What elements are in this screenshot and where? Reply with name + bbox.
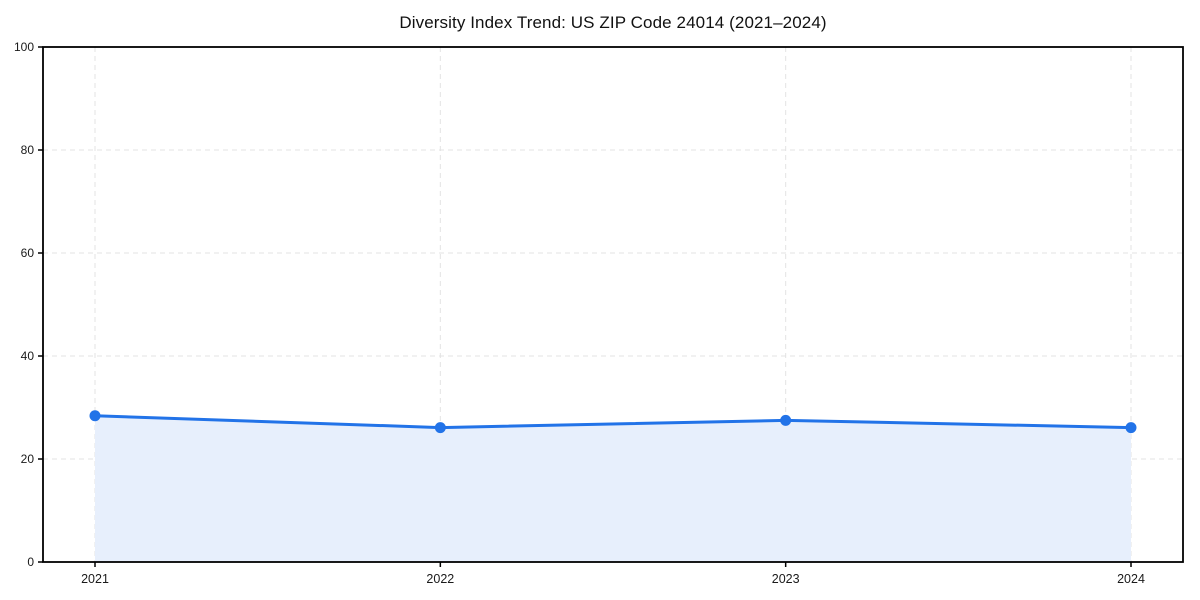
y-tick-label: 100: [14, 40, 34, 54]
series-line: [93, 414, 1133, 430]
x-tick-label: 2021: [81, 572, 109, 586]
y-tick-label: 80: [21, 143, 35, 157]
data-point-marker: [89, 410, 101, 422]
series-area-fill: [95, 415, 1131, 562]
chart-title: Diversity Index Trend: US ZIP Code 24014…: [399, 13, 827, 32]
y-tick-label: 0: [27, 555, 34, 569]
y-tick-label: 60: [21, 246, 35, 260]
plot-spines: [42, 46, 1184, 563]
data-point-marker: [1125, 422, 1137, 434]
x-tick-label: 2022: [426, 572, 454, 586]
x-tick-label: 2024: [1117, 572, 1145, 586]
x-tick-label: 2023: [772, 572, 800, 586]
data-point-marker: [434, 422, 446, 434]
y-tick-label: 40: [21, 349, 35, 363]
y-tick-label: 20: [21, 452, 35, 466]
data-point-marker: [780, 414, 792, 426]
